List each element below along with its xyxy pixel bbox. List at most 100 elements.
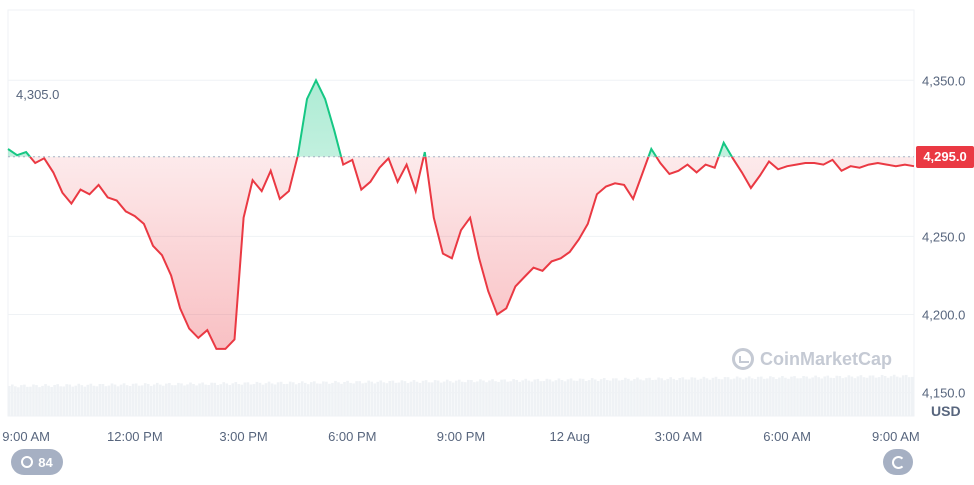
volume-bar [630,380,633,416]
volume-bar [264,383,268,416]
volume-bar [77,383,81,416]
volume-bar [101,383,105,416]
volume-bar [65,384,68,416]
volume-bar [454,380,458,416]
volume-bar [249,384,253,416]
volume-bar [621,379,624,416]
volume-bar [373,383,377,416]
volume-bar [140,385,144,416]
volume-bar [533,379,537,416]
volume-bar [799,378,802,416]
volume-bar [642,380,645,416]
volume-bar [823,376,827,416]
volume-bar [612,378,615,416]
volume-bar [439,382,443,416]
volume-bar [243,382,247,416]
volume-bar [8,386,11,416]
volume-bar [382,382,386,416]
x-tick-label: 3:00 PM [219,429,267,444]
watermark-text: CoinMarketCap [760,348,893,369]
volume-bar [684,379,688,416]
volume-bar [213,382,216,416]
volume-bar [131,383,135,416]
volume-bar [279,381,283,416]
volume-bar [669,377,672,416]
volume-bar [174,385,177,416]
volume-bar [856,376,860,416]
volume-bar [732,378,736,416]
volume-bar [711,377,715,416]
volume-bar [186,384,189,416]
volume-bar [165,383,168,416]
volume-bar [554,380,558,416]
volume-bar [590,378,594,416]
volume-bar [500,379,503,416]
volume-bar [566,379,570,416]
volume-bar [560,380,564,416]
volume-bar [910,376,914,416]
volume-bar [660,378,663,416]
volume-bar [615,378,618,416]
volume-bar [618,380,621,416]
volume-bar [850,376,854,416]
volume-bar [388,380,392,416]
volume-bar [361,383,364,416]
volume-bar [35,385,38,416]
volume-bar [391,380,395,416]
x-tick-label: 3:00 AM [655,429,703,444]
volume-bar [192,384,195,416]
reset-zoom-button[interactable] [883,449,913,475]
volume-bar [11,384,14,416]
volume-bar [134,383,138,416]
volume-bar [222,382,226,416]
volume-bar [358,381,361,416]
volume-bar [234,382,238,416]
volume-bar [720,379,724,416]
volume-bar [726,377,730,416]
volume-bar [430,382,434,416]
volume-bar [624,377,627,416]
volume-bar [177,382,180,416]
volume-bar [862,377,866,416]
volume-bar [578,378,582,416]
volume-bar [512,379,515,416]
volume-bar [871,375,875,416]
volume-bar [880,374,884,416]
volume-bar [397,382,401,416]
volume-bar [155,382,159,416]
volume-bar [491,379,494,416]
volume-bar [690,377,694,416]
volume-bar [805,376,808,416]
volume-bar [297,383,301,416]
volume-bar [98,383,102,416]
volume-bar [313,381,316,416]
volume-bar [759,376,763,416]
volume-bar [705,378,709,416]
volume-bar [605,380,609,416]
volume-bar [901,375,905,416]
volume-bar [376,381,380,416]
history-button[interactable]: 84 [11,449,63,475]
volume-bar [303,382,307,416]
volume-bar [790,376,793,416]
volume-bar [479,379,482,416]
volume-bar [865,377,869,416]
volume-bar [461,381,464,416]
volume-bar [273,384,277,416]
volume-bar [536,378,540,416]
volume-bar [183,385,186,416]
volume-bar [545,378,549,416]
volume-bar [44,384,47,416]
volume-bar [587,380,591,416]
volume-bar [349,382,352,416]
reset-zoom-icon [891,455,905,469]
volume-bar [778,377,781,416]
volume-bar [883,375,887,416]
y-tick-label: 4,150.0 [922,386,965,401]
volume-bar [228,385,232,416]
volume-bar [853,378,857,416]
volume-bar [340,383,343,416]
volume-bar [403,381,407,416]
volume-bar [859,375,863,416]
